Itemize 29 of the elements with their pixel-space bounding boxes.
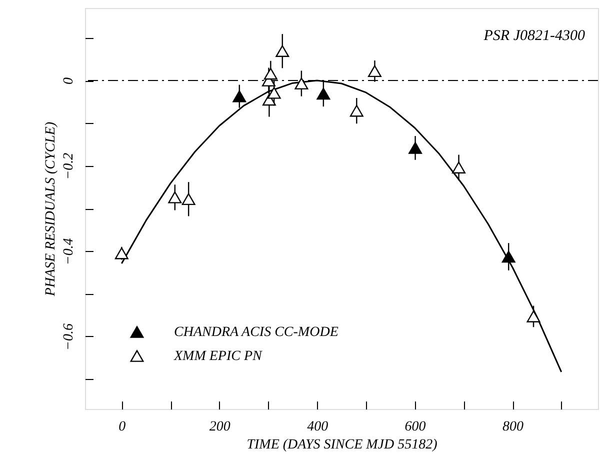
x-tick-label: 800 xyxy=(502,420,524,434)
y-tick-label: −0.4 xyxy=(62,238,76,266)
point xyxy=(276,45,290,57)
x-tick-label: 0 xyxy=(118,420,126,434)
point xyxy=(267,86,281,99)
point xyxy=(168,192,182,204)
legend-label: CHANDRA ACIS CC-MODE xyxy=(174,325,339,340)
y-tick-label: −0.6 xyxy=(62,324,76,350)
point xyxy=(232,90,246,102)
point xyxy=(452,162,466,174)
point xyxy=(526,310,540,322)
point xyxy=(182,193,196,206)
x-tick-label: 200 xyxy=(209,420,230,434)
point xyxy=(408,142,422,154)
point xyxy=(264,68,278,80)
y-tick-label: 0 xyxy=(62,78,76,85)
y-tick-label: −0.2 xyxy=(62,152,76,180)
point xyxy=(350,104,364,117)
x-axis-title: TIME (DAYS SINCE MJD 55182) xyxy=(246,438,438,452)
y-axis-title: PHASE RESIDUALS (CYCLE) xyxy=(44,122,58,298)
x-tick-label: 600 xyxy=(404,420,426,434)
legend-label: XMM EPIC PN xyxy=(173,349,263,364)
point xyxy=(294,78,308,90)
point xyxy=(316,88,330,100)
point xyxy=(502,250,516,263)
x-tick-label: 400 xyxy=(307,420,328,434)
point xyxy=(114,247,128,260)
point xyxy=(368,65,382,78)
annotation: PSR J0821-4300 xyxy=(482,28,586,44)
